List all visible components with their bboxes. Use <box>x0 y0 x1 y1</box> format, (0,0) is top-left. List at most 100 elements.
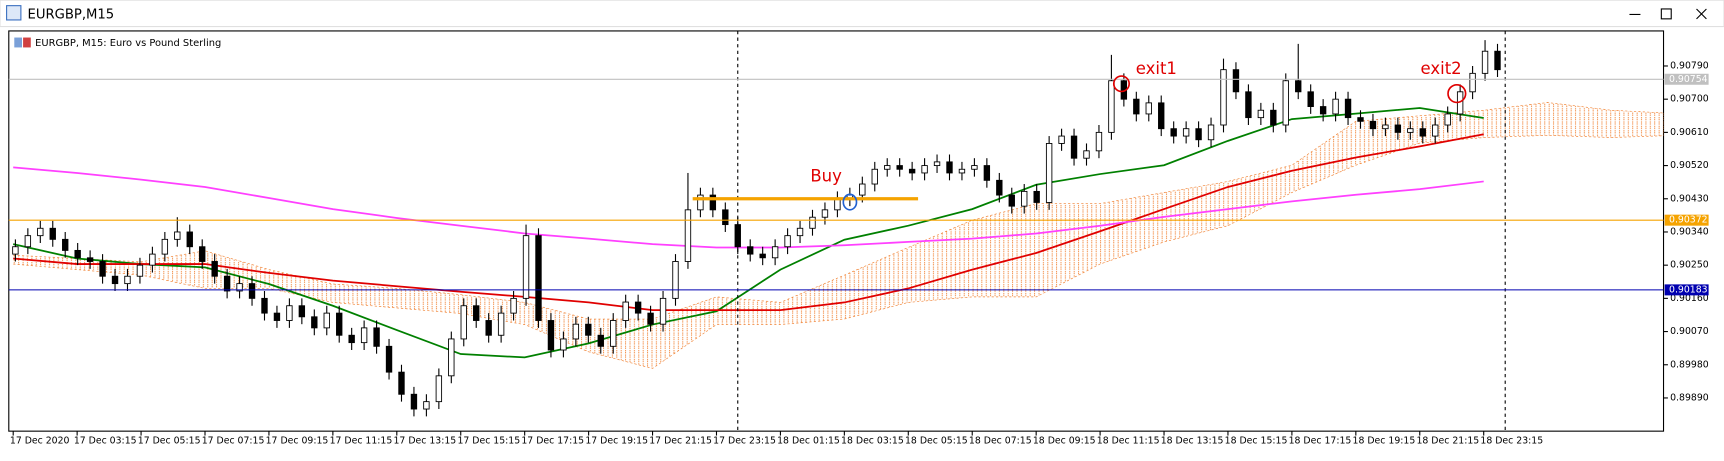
candle-body <box>859 183 866 196</box>
x-tick-label: 17 Dec 15:15 <box>457 436 520 447</box>
candle-body <box>1095 131 1103 152</box>
candle-body <box>286 305 293 321</box>
candle-body <box>1481 50 1489 74</box>
x-tick-label: 18 Dec 11:15 <box>1097 436 1160 447</box>
price-level-tag <box>1664 284 1709 296</box>
candle-body <box>1257 109 1265 119</box>
candle-body <box>1407 128 1414 133</box>
candle-body <box>1108 80 1115 133</box>
y-tick-label: 0.89980 <box>1670 359 1709 370</box>
candle-body <box>423 401 430 410</box>
candle-body <box>821 209 829 218</box>
candle-body <box>348 334 355 344</box>
candle-body <box>1432 124 1439 137</box>
candle-body <box>510 297 517 314</box>
candle-body <box>149 253 156 266</box>
candle-body <box>709 194 717 211</box>
close-button[interactable] <box>1696 8 1707 20</box>
candle-body <box>261 297 268 314</box>
candle-body <box>124 275 131 285</box>
candle-body <box>1357 117 1364 122</box>
x-tick-label: 18 Dec 03:15 <box>841 436 904 447</box>
candle-body <box>996 179 1003 196</box>
candle-body <box>921 165 928 174</box>
candle-body <box>373 327 380 347</box>
candle-body <box>1021 190 1028 207</box>
candle-body <box>983 165 991 181</box>
annotation: exit1 <box>1136 59 1177 78</box>
x-tick-label: 17 Dec 2020 <box>10 436 70 447</box>
x-tick-label: 17 Dec 03:15 <box>74 436 137 447</box>
plot-frame <box>8 30 1665 432</box>
candle-body <box>199 246 206 262</box>
candle-body <box>410 393 418 410</box>
x-tick-label: 17 Dec 17:15 <box>521 436 584 447</box>
candle-body <box>585 323 592 336</box>
y-tick-label: 0.90250 <box>1670 260 1709 271</box>
candle-body <box>37 227 44 237</box>
x-tick-label: 18 Dec 15:15 <box>1225 436 1288 447</box>
candle-body <box>933 161 941 167</box>
candle-body <box>1469 72 1476 93</box>
x-tick-label: 18 Dec 07:15 <box>969 436 1032 447</box>
candle-body <box>1008 194 1015 207</box>
candle-body <box>784 235 791 248</box>
y-tick-label: 0.90160 <box>1670 293 1709 304</box>
annotation: Buy <box>810 167 842 186</box>
chart-title: EURGBP, M15: Euro vs Pound Sterling <box>35 38 221 49</box>
candle-body <box>535 235 542 321</box>
candle-body <box>360 327 368 344</box>
candle-body <box>248 283 256 299</box>
candle-body <box>1232 69 1240 93</box>
plot-area <box>12 40 1664 417</box>
candle-body <box>186 231 193 248</box>
x-tick-label: 17 Dec 11:15 <box>330 436 393 447</box>
candle-body <box>834 198 841 211</box>
candle-body <box>634 301 642 314</box>
candle-body <box>1319 106 1327 115</box>
candle-body <box>958 168 966 174</box>
candle-body <box>560 338 567 351</box>
candle-body <box>747 246 754 255</box>
x-tick-label: 18 Dec 23:15 <box>1480 436 1543 447</box>
maximize-button[interactable] <box>1660 8 1672 20</box>
candle-body <box>111 275 119 285</box>
candle-body <box>323 312 330 329</box>
candle-body <box>1145 102 1152 115</box>
y-tick-label: 0.90430 <box>1670 193 1709 204</box>
candle-body <box>1070 135 1078 159</box>
candle-body <box>1419 128 1426 137</box>
candle-body <box>99 261 106 277</box>
title-bar <box>0 0 1724 28</box>
candle-body <box>1307 91 1314 107</box>
candle-body <box>1083 150 1090 159</box>
candle-body <box>161 238 169 255</box>
candle-body <box>597 334 604 347</box>
candle-body <box>1245 91 1252 119</box>
exit-marker <box>1112 75 1131 93</box>
x-tick-label: 17 Dec 09:15 <box>266 436 329 447</box>
x-tick-label: 17 Dec 07:15 <box>202 436 265 447</box>
y-tick-label: 0.90340 <box>1670 226 1709 237</box>
candle-body <box>1133 98 1140 115</box>
symbol-icon <box>23 37 31 48</box>
candle-body <box>49 227 56 240</box>
candle-body <box>311 316 318 329</box>
candle-body <box>722 209 729 226</box>
candle-body <box>896 165 903 170</box>
candle-body <box>572 323 580 340</box>
y-tick-label: 0.90610 <box>1670 127 1709 138</box>
candle-body <box>1494 50 1501 71</box>
entry-marker <box>842 193 858 211</box>
candle-body <box>796 227 804 237</box>
x-tick-label: 18 Dec 21:15 <box>1416 436 1479 447</box>
y-tick-label: 0.90790 <box>1670 60 1709 71</box>
candle-body <box>908 168 916 174</box>
annotation: exit2 <box>1421 59 1462 78</box>
candle-body <box>385 345 393 373</box>
price-axis: 0.90790 0.90700 0.90610 0.90520 0.90430 0.903… <box>1663 60 1709 403</box>
ichimoku-cloud <box>13 102 1664 369</box>
x-tick-label: 17 Dec 13:15 <box>394 436 457 447</box>
x-tick-label: 17 Dec 21:15 <box>649 436 712 447</box>
